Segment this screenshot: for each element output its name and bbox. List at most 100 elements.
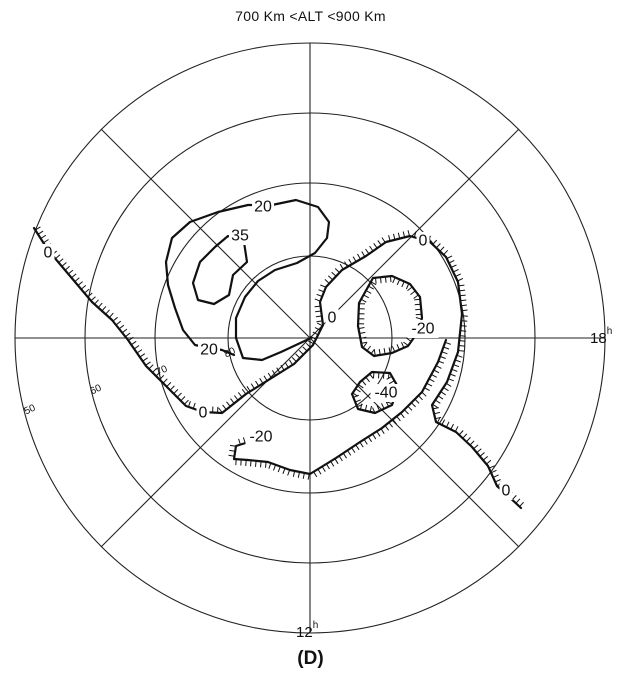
hachure-tick — [460, 299, 467, 302]
hachure-tick — [246, 386, 251, 392]
hachure-tick — [454, 426, 459, 432]
hachure-tick — [284, 362, 289, 368]
hachure-tick — [359, 441, 364, 448]
hachure-tick — [392, 277, 396, 284]
hachure-tick — [469, 440, 475, 446]
contour-label-bg — [245, 428, 277, 446]
hachure-tick — [94, 299, 99, 305]
hachure-tick — [295, 353, 301, 359]
hachure-tick — [121, 328, 128, 334]
hachure-tick — [446, 255, 453, 259]
hachure-tick — [80, 285, 87, 290]
hachure-tick — [67, 269, 74, 275]
hachure-tick — [152, 367, 158, 373]
hachure-tick — [310, 336, 317, 340]
hachure-tick — [342, 452, 348, 459]
hachure-tick — [388, 422, 393, 428]
hachure-tick — [366, 345, 372, 352]
hachure-tick — [426, 382, 433, 387]
hachure-tick — [473, 444, 479, 450]
hachure-tick — [305, 342, 311, 348]
hachure-tick — [403, 409, 409, 415]
hachure-tick — [320, 284, 327, 288]
hachure-tick — [451, 368, 458, 372]
hachure-tick — [40, 234, 47, 239]
hachure-tick — [159, 374, 165, 380]
hachure-tick — [105, 309, 110, 315]
hachure-tick — [462, 433, 468, 439]
hachure-tick — [383, 348, 386, 355]
hachure-tick — [74, 277, 80, 282]
contour-label-bg — [370, 384, 402, 402]
hachure-tick — [183, 399, 189, 405]
hachure-tick — [187, 401, 191, 408]
chart-title: 700 Km <ALT <900 Km — [235, 8, 386, 24]
hachure-tick — [288, 359, 294, 366]
hachure-tick — [400, 412, 405, 419]
hachure-tick — [37, 230, 44, 235]
hachure-tick — [401, 342, 405, 348]
hachure-tick — [348, 258, 353, 265]
hachure-tick — [142, 357, 148, 362]
hachure-tick — [389, 276, 392, 283]
hachure-tick — [407, 405, 413, 411]
hachure-tick — [466, 437, 471, 443]
hachure-tick — [448, 378, 454, 382]
hachure-tick — [450, 264, 457, 268]
hachure-tick — [361, 251, 366, 257]
hachure-tick — [287, 469, 291, 476]
hachure-tick — [405, 283, 410, 290]
hachure-tick — [373, 349, 376, 356]
hachure-tick — [459, 340, 466, 342]
contour-0-1 — [232, 338, 448, 476]
hachure-tick — [488, 465, 495, 469]
hachure-tick — [458, 345, 465, 347]
hachure-tick — [77, 281, 83, 286]
hachure-tick — [439, 355, 446, 359]
hachure-tick — [176, 392, 182, 398]
contour-35-0 — [191, 234, 249, 306]
hachure-tick — [357, 253, 361, 260]
hachure-tick — [388, 380, 395, 385]
hachure-tick — [456, 354, 463, 358]
hachure-tick — [363, 294, 370, 299]
hachure-tick — [432, 239, 438, 245]
hachure-tick — [338, 455, 343, 462]
hachure-tick — [479, 452, 485, 457]
hachure-tick — [458, 284, 465, 287]
hachure-tick — [482, 456, 489, 461]
hachure-tick — [369, 245, 374, 252]
hachure-tick — [519, 501, 524, 507]
hachure-tick — [128, 336, 134, 342]
hachure-tick — [459, 289, 466, 292]
contour-label: -40 — [374, 385, 397, 402]
hachure-tick — [407, 286, 413, 291]
hachure-tick — [410, 402, 416, 408]
time-label-hour: 18 — [590, 330, 607, 347]
hachure-tick — [346, 450, 352, 456]
contour-minus40-0 — [350, 370, 400, 415]
hachure-tick — [413, 294, 419, 299]
hachure-tick — [368, 285, 374, 290]
hachure-tick — [173, 389, 179, 395]
hachure-tick — [312, 331, 319, 336]
contour-minus20-0 — [356, 274, 424, 358]
contour-label-bg — [407, 320, 439, 338]
hachure-tick — [376, 405, 381, 412]
hachure-tick — [413, 231, 417, 238]
contour-label-bg — [416, 232, 430, 250]
hachure-tick — [363, 439, 368, 445]
hachure-tick — [432, 407, 439, 410]
hachure-tick — [373, 243, 378, 249]
hachure-tick — [402, 231, 406, 238]
hachure-tick — [375, 277, 377, 284]
hachure-tick — [453, 364, 460, 368]
hachure-tick — [355, 388, 361, 393]
hachure-tick — [393, 233, 396, 240]
hachure-tick — [490, 469, 497, 474]
hachure-tick — [324, 279, 330, 284]
hachure-tick — [435, 399, 441, 404]
contour-label-bg — [198, 341, 220, 359]
contour-label-bg — [252, 198, 274, 216]
